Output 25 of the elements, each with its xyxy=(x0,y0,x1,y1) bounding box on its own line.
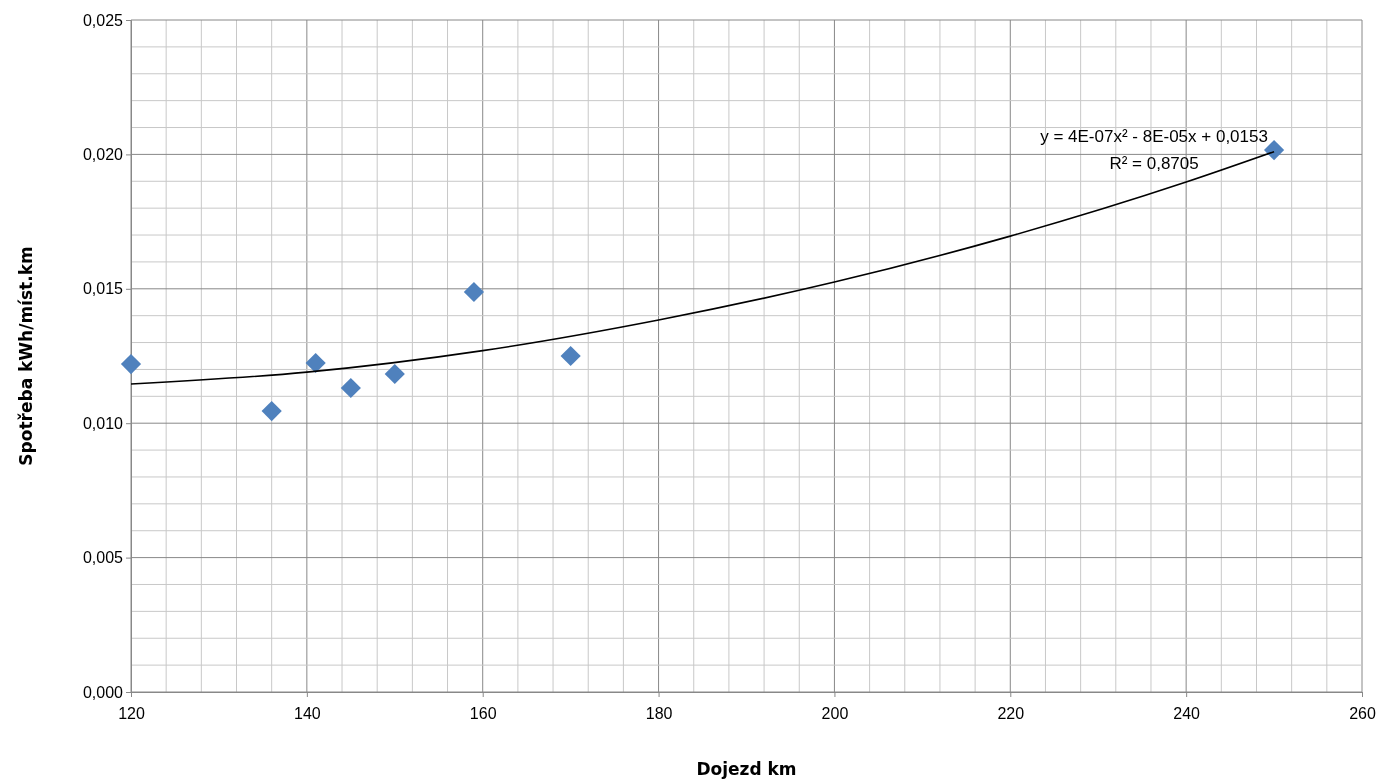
x-tick-label: 180 xyxy=(645,705,673,723)
point xyxy=(560,345,581,367)
point xyxy=(120,353,142,375)
annotation: R² = 0,8705 xyxy=(1109,153,1199,173)
x-tick-label: 220 xyxy=(997,705,1025,723)
point xyxy=(463,281,485,303)
x-axis-title: Dojezd km xyxy=(696,759,797,779)
x-tick-label: 200 xyxy=(821,705,849,723)
point xyxy=(340,377,361,399)
x-tick-label: 140 xyxy=(294,705,321,723)
x-tick-label: 240 xyxy=(1173,705,1201,723)
y-tick-label: 0,015 xyxy=(82,280,124,298)
point xyxy=(261,401,282,422)
point xyxy=(384,363,405,385)
x-tick-label: 260 xyxy=(1349,705,1376,723)
y-tick-label: 0,010 xyxy=(82,414,124,432)
x-tick-label: 160 xyxy=(469,705,497,723)
y-tick-label: 0,000 xyxy=(82,683,124,701)
y-tick-label: 0,020 xyxy=(82,146,124,164)
y-axis-title: Spotřeba kWh/míst.km xyxy=(16,246,36,466)
y-tick-label: 0,005 xyxy=(82,549,124,567)
y-tick-label: 0,025 xyxy=(82,11,124,29)
x-tick-label: 120 xyxy=(118,705,145,723)
annotation: y = 4E-07x² - 8E-05x + 0,0153 xyxy=(1040,126,1268,146)
point xyxy=(305,352,326,374)
